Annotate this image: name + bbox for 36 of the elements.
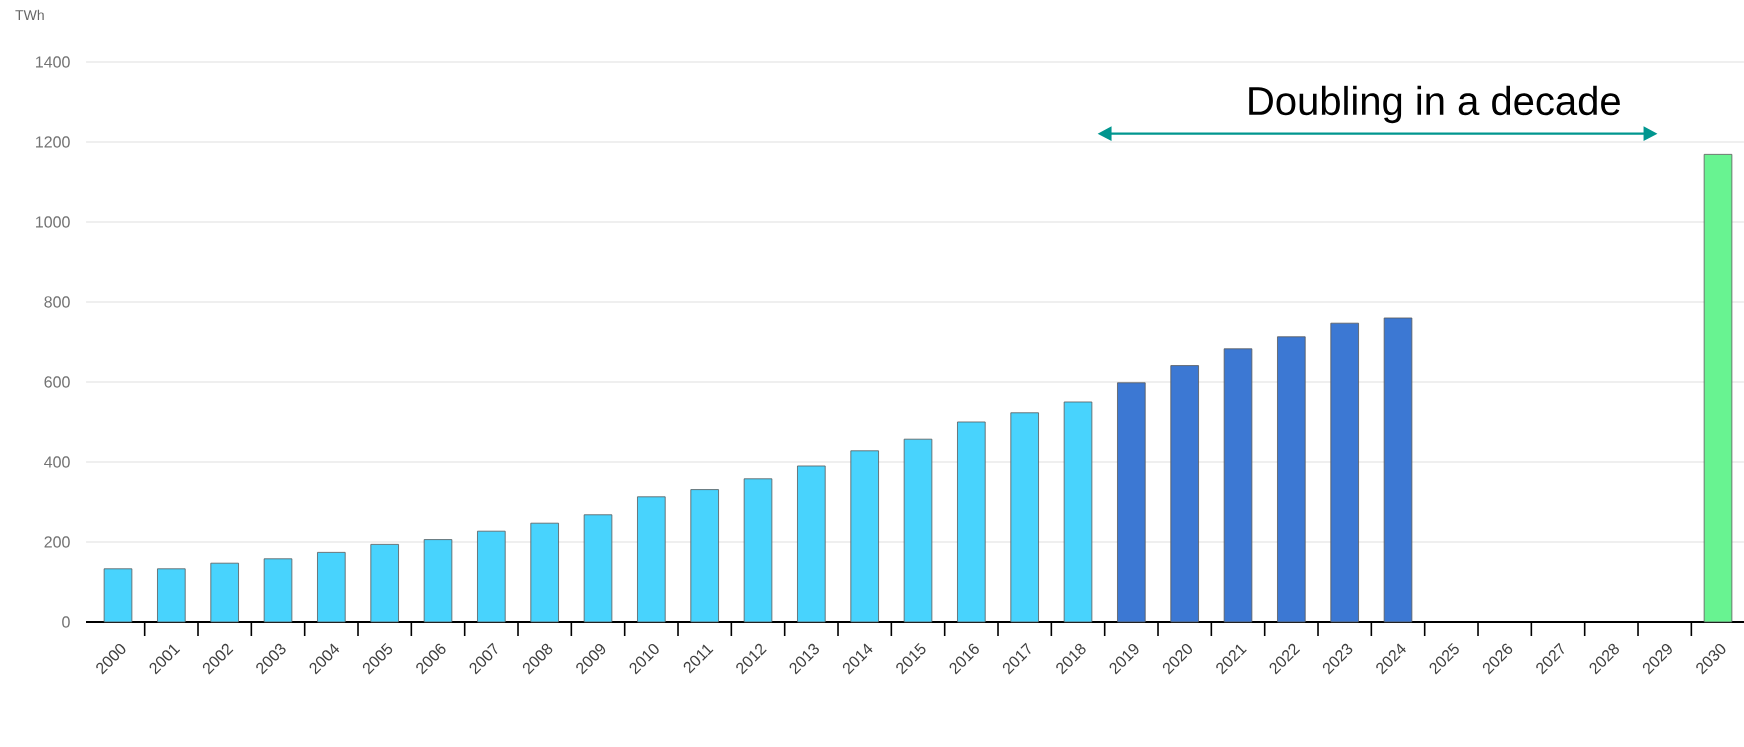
annotation: Doubling in a decade (1249, 85, 1620, 124)
bar (850, 450, 879, 623)
bar (637, 496, 666, 623)
y-tick-label: 1400 (36, 56, 70, 68)
y-tick-label: 0 (62, 616, 70, 628)
bar (690, 489, 719, 623)
bar (103, 568, 133, 623)
bar (423, 539, 453, 623)
y-tick-label: 1000 (36, 216, 70, 228)
y-tick-label: 400 (44, 456, 70, 468)
y-axis-title: TWh (15, 9, 44, 20)
bar (1170, 365, 1199, 623)
bar (1063, 401, 1093, 623)
bar (1383, 317, 1413, 623)
y-tick-label: 1200 (36, 136, 70, 148)
bar (583, 514, 613, 623)
bar (797, 465, 826, 623)
bar (317, 551, 346, 623)
y-tick-label: 800 (44, 296, 70, 308)
y-tick-label: 600 (44, 376, 70, 388)
bar (1277, 336, 1306, 623)
bar (370, 543, 399, 623)
bar (263, 558, 293, 623)
bar (1330, 322, 1359, 623)
bar (530, 522, 559, 623)
bar (1117, 382, 1146, 623)
bar (1010, 412, 1039, 623)
bar (1703, 153, 1733, 623)
bar (957, 421, 986, 623)
bar (743, 478, 773, 623)
bar (157, 568, 186, 623)
bar (1223, 348, 1253, 623)
bar (210, 562, 239, 623)
bar (903, 438, 933, 623)
y-tick-label: 200 (44, 536, 70, 548)
bar (477, 530, 506, 623)
